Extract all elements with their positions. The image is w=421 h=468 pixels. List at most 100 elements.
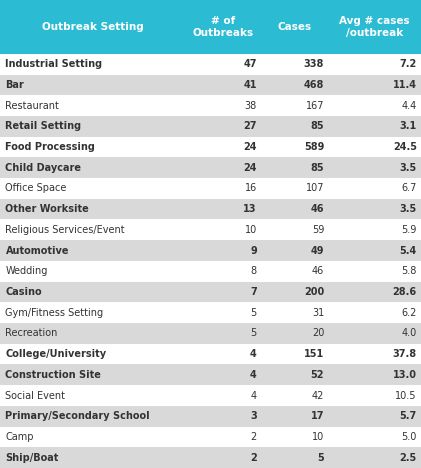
Bar [328,74,421,95]
Text: Religious Services/Event: Religious Services/Event [5,225,125,235]
Bar [261,137,328,157]
Bar [328,282,421,302]
Bar [185,157,261,178]
Bar [0,178,185,199]
Bar [328,240,421,261]
Text: 16: 16 [245,183,257,193]
Text: Child Daycare: Child Daycare [5,163,82,173]
Bar [185,199,261,219]
Bar [261,54,328,74]
Text: Social Event: Social Event [5,390,66,401]
Bar [185,427,261,447]
Text: 2: 2 [250,432,257,442]
Bar [0,219,185,240]
Bar [328,116,421,137]
Bar [0,157,185,178]
Text: Recreation: Recreation [5,329,58,338]
Bar [261,344,328,365]
Text: Cases: Cases [277,22,312,32]
Text: 5.7: 5.7 [400,411,417,421]
Bar [185,385,261,406]
Text: 24: 24 [243,142,257,152]
Bar [0,116,185,137]
Text: Automotive: Automotive [5,246,69,256]
Bar [328,54,421,74]
Text: 4: 4 [250,370,257,380]
Bar [261,282,328,302]
Text: 13.0: 13.0 [393,370,417,380]
Bar [261,116,328,137]
Text: 4.4: 4.4 [402,101,417,110]
Text: 200: 200 [304,287,324,297]
Text: 9: 9 [250,246,257,256]
Bar [261,406,328,427]
Bar [185,344,261,365]
Text: 31: 31 [312,307,324,318]
Bar [185,116,261,137]
Bar [261,0,328,54]
Bar [185,137,261,157]
Text: 46: 46 [311,204,324,214]
Text: 5: 5 [250,329,257,338]
Bar [185,178,261,199]
Bar [185,95,261,116]
Text: 10: 10 [245,225,257,235]
Text: Bar: Bar [5,80,24,90]
Bar [328,447,421,468]
Text: 4: 4 [250,390,257,401]
Bar [0,199,185,219]
Text: 468: 468 [304,80,324,90]
Text: 7: 7 [250,287,257,297]
Bar [0,427,185,447]
Bar [328,157,421,178]
Text: 41: 41 [243,80,257,90]
Text: 2: 2 [250,453,257,463]
Text: 5: 5 [317,453,324,463]
Bar [0,54,185,74]
Text: Retail Setting: Retail Setting [5,121,82,132]
Bar [0,95,185,116]
Bar [261,427,328,447]
Bar [261,74,328,95]
Text: Food Processing: Food Processing [5,142,95,152]
Text: 5.9: 5.9 [401,225,417,235]
Bar [0,344,185,365]
Bar [0,302,185,323]
Bar [328,95,421,116]
Text: 10.5: 10.5 [395,390,417,401]
Text: 5.0: 5.0 [401,432,417,442]
Bar [0,406,185,427]
Bar [0,365,185,385]
Text: 3.5: 3.5 [400,204,417,214]
Bar [328,178,421,199]
Bar [185,74,261,95]
Bar [0,282,185,302]
Bar [0,0,185,54]
Bar [185,261,261,282]
Text: 4: 4 [250,349,257,359]
Text: College/University: College/University [5,349,107,359]
Text: 5.8: 5.8 [401,266,417,276]
Text: 24.5: 24.5 [393,142,417,152]
Text: 13: 13 [243,204,257,214]
Bar [328,302,421,323]
Bar [261,95,328,116]
Bar [185,219,261,240]
Text: 85: 85 [311,163,324,173]
Bar [261,219,328,240]
Text: Outbreak Setting: Outbreak Setting [42,22,144,32]
Text: 24: 24 [243,163,257,173]
Text: 2.5: 2.5 [400,453,417,463]
Text: 59: 59 [312,225,324,235]
Text: 7.2: 7.2 [400,59,417,69]
Bar [328,427,421,447]
Text: 6.2: 6.2 [401,307,417,318]
Bar [261,323,328,344]
Bar [261,178,328,199]
Text: 3: 3 [250,411,257,421]
Bar [261,447,328,468]
Bar [328,261,421,282]
Bar [185,447,261,468]
Bar [0,385,185,406]
Bar [261,365,328,385]
